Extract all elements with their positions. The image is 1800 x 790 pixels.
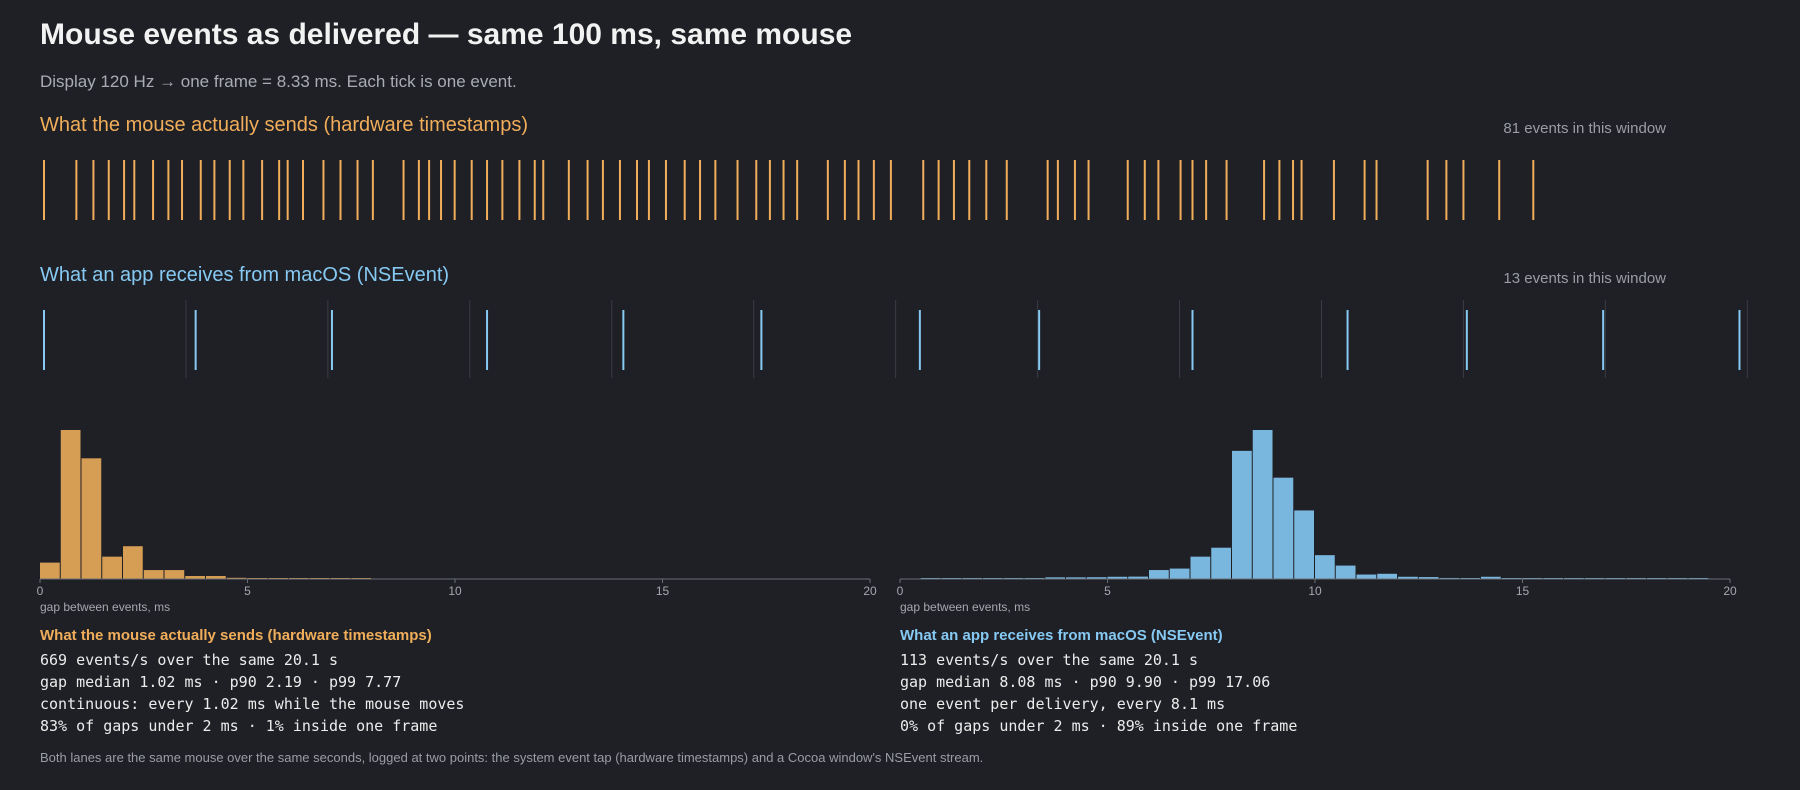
app-hist-bar (1211, 547, 1231, 579)
hardware-hist-tick-label: 0 (37, 584, 44, 598)
hardware-hist-bar (123, 546, 143, 579)
hardware-tick-lane (43, 160, 1535, 220)
hardware-hist-bar (206, 576, 226, 579)
app-gap-histogram: 0 5 10 15 20 (897, 430, 1737, 598)
app-hist-bar (1045, 577, 1065, 579)
app-lane-count: 13 events in this window (1503, 270, 1666, 287)
app-hist-xlabel: gap between events, ms (900, 600, 1031, 614)
app-tick-lane (43, 310, 1741, 370)
app-hist-bar (1232, 450, 1252, 579)
page-title: Mouse events as delivered — same 100 ms,… (40, 18, 853, 51)
hardware-stats: What the mouse actually sends (hardware … (40, 627, 800, 737)
app-hist-bar (1335, 565, 1356, 579)
app-hist-tick-label: 5 (1104, 584, 1111, 598)
hardware-hist-bar (143, 570, 164, 579)
hardware-hist-tick-label: 10 (448, 584, 462, 598)
app-hist-bar (1149, 570, 1169, 579)
hardware-hist-bar (226, 577, 247, 579)
hardware-hist-tick-label: 15 (656, 584, 670, 598)
app-stats: What an app receives from macOS (NSEvent… (900, 627, 1660, 737)
hardware-hist-tick-label: 5 (244, 584, 251, 598)
hardware-hist-tick-label: 20 (863, 584, 877, 598)
app-hist-bar (1481, 576, 1501, 579)
app-hist-bar (1377, 573, 1397, 579)
app-hist-tick-label: 20 (1723, 584, 1737, 598)
app-stats-line: 0% of gaps under 2 ms · 89% inside one f… (900, 717, 1298, 735)
footnote: Both lanes are the same mouse over the s… (40, 750, 984, 765)
app-hist-bar (1418, 577, 1439, 579)
hardware-stats-heading: What the mouse actually sends (hardware … (40, 627, 432, 644)
app-hist-bar (1294, 510, 1314, 579)
hardware-stats-line: 83% of gaps under 2 ms · 1% inside one f… (40, 717, 438, 735)
hardware-hist-bar (102, 556, 122, 579)
app-hist-bar (1252, 430, 1273, 579)
app-hist-bar (1398, 576, 1418, 579)
hardware-hist-bar (40, 562, 60, 579)
hardware-hist-xlabel: gap between events, ms (40, 600, 171, 614)
hardware-hist-bar (185, 576, 205, 579)
app-stats-line: 113 events/s over the same 20.1 s (900, 651, 1199, 669)
app-lane-title: What an app receives from macOS (NSEvent… (40, 264, 450, 286)
app-hist-tick-label: 15 (1516, 584, 1530, 598)
hardware-stats-line: 669 events/s over the same 20.1 s (40, 651, 339, 669)
app-stats-line: gap median 8.08 ms · p90 9.90 · p99 17.0… (900, 673, 1271, 691)
hardware-gap-histogram: 0 5 10 15 20 (37, 430, 877, 598)
app-hist-tick-label: 10 (1308, 584, 1322, 598)
app-hist-bar (1086, 577, 1107, 579)
app-hist-bar (1439, 577, 1460, 579)
app-hist-bar (1128, 576, 1148, 579)
app-hist-bar (1169, 568, 1190, 579)
app-hist-bar (1356, 574, 1377, 579)
hardware-hist-bar (81, 458, 102, 579)
app-hist-tick-label: 0 (897, 584, 904, 598)
app-hist-bar (1190, 556, 1211, 579)
hardware-lane-count: 81 events in this window (1503, 120, 1666, 137)
app-stats-line: one event per delivery, every 8.1 ms (900, 695, 1226, 713)
hardware-stats-line: gap median 1.02 ms · p90 2.19 · p99 7.77 (40, 673, 402, 691)
app-hist-bar (1315, 555, 1335, 579)
app-hist-bar (1066, 577, 1086, 579)
frame-boundary-lines (185, 300, 1748, 378)
app-stats-heading: What an app receives from macOS (NSEvent… (900, 627, 1223, 644)
page-subtitle: Display 120 Hz → one frame = 8.33 ms. Ea… (40, 72, 517, 91)
hardware-hist-bar (60, 430, 81, 579)
hardware-stats-line: continuous: every 1.02 ms while the mous… (40, 695, 465, 713)
hardware-lane-title: What the mouse actually sends (hardware … (40, 114, 528, 136)
hardware-hist-bar (164, 570, 185, 579)
app-hist-bar (1273, 477, 1294, 579)
app-hist-bar (1107, 576, 1128, 579)
